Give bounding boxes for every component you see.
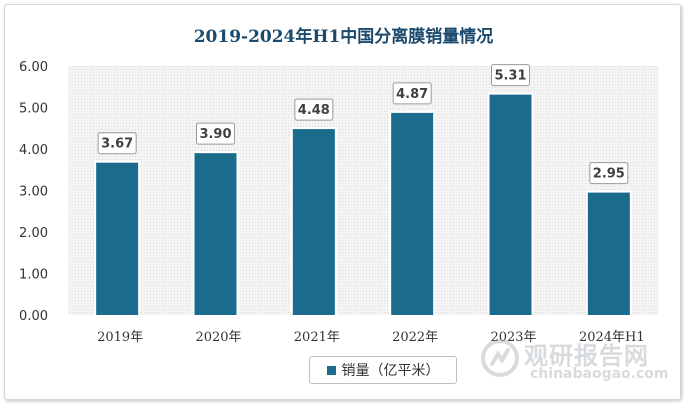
bar xyxy=(96,162,139,315)
bar xyxy=(194,153,237,315)
y-tick-label: 6.00 xyxy=(19,60,48,75)
chart-title: 2019-2024年H1中国分离膜销量情况 xyxy=(193,27,494,47)
bar xyxy=(489,94,532,315)
x-tick-label: 2020年 xyxy=(195,330,241,345)
watermark-name: 观研报告网 xyxy=(524,342,649,370)
x-tick-label: 2024年H1 xyxy=(579,330,645,345)
bar xyxy=(587,192,630,315)
data-label-box xyxy=(294,98,334,121)
data-label: 2.95 xyxy=(593,167,625,182)
x-tick-label: 2023年 xyxy=(490,330,536,345)
data-label-box xyxy=(196,122,235,145)
x-tick-label: 2019年 xyxy=(97,330,143,345)
bar xyxy=(292,129,335,315)
data-label: 3.67 xyxy=(101,137,133,152)
y-tick-label: 3.00 xyxy=(19,185,48,200)
plot-area xyxy=(68,66,658,315)
legend-label: 销量（亿平米） xyxy=(341,363,440,379)
data-label-box xyxy=(491,64,530,87)
data-label-box xyxy=(97,132,137,155)
x-tick-label: 2022年 xyxy=(392,330,438,345)
watermark-logo-icon xyxy=(481,339,519,377)
watermark-site: chinabaogao.com xyxy=(530,366,669,382)
data-label: 5.31 xyxy=(494,69,526,84)
data-label: 4.87 xyxy=(396,87,428,102)
watermark: 观研报告网 chinabaogao.com xyxy=(480,336,680,386)
legend-swatch xyxy=(326,365,336,375)
y-tick-label: 2.00 xyxy=(19,226,48,241)
data-label-box xyxy=(589,162,629,185)
y-tick-label: 0.00 xyxy=(19,309,48,324)
y-tick-label: 5.00 xyxy=(19,102,48,117)
data-label: 3.90 xyxy=(199,127,231,142)
bar xyxy=(391,112,434,316)
data-label: 4.48 xyxy=(298,103,330,118)
x-tick-label: 2021年 xyxy=(294,330,340,345)
y-tick-label: 1.00 xyxy=(19,268,48,283)
legend: 销量（亿平米） xyxy=(309,356,457,384)
data-label-box xyxy=(392,82,432,105)
y-tick-label: 4.00 xyxy=(19,143,48,158)
